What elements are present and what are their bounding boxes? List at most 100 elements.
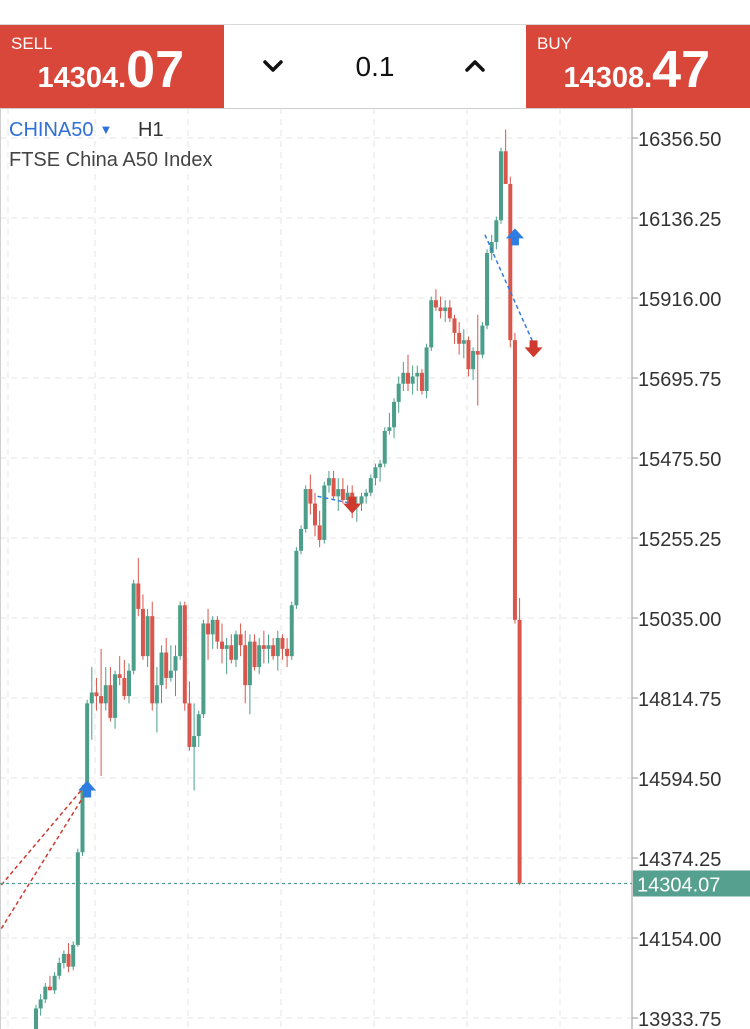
candle-body — [419, 372, 424, 391]
candle-body — [178, 605, 183, 657]
candle-body — [271, 645, 276, 657]
candle-body — [80, 788, 85, 853]
candle-body — [140, 608, 145, 657]
candle-body — [424, 347, 429, 391]
candle-body — [201, 623, 206, 715]
y-tick-label: 14154.00 — [638, 929, 721, 951]
quantity-value[interactable]: 0.1 — [355, 51, 395, 82]
candle-body — [378, 463, 383, 468]
y-tick-label: 14594.50 — [638, 769, 721, 791]
symbol-selector[interactable]: CHINA50 ▼ — [9, 119, 112, 142]
candle-body — [447, 307, 452, 319]
candle-body — [517, 619, 522, 884]
y-tick-label: 13933.75 — [638, 1009, 721, 1029]
triangle-down-icon: ▼ — [99, 122, 113, 137]
buy-trade-arrow-icon — [505, 228, 524, 246]
candle-body — [150, 616, 155, 704]
candle-body — [43, 986, 48, 1000]
candle-body — [75, 852, 80, 945]
candle-body — [415, 372, 420, 377]
candle-body — [159, 652, 164, 686]
candle-body — [47, 986, 52, 991]
candle-body — [66, 953, 71, 967]
candle-body — [452, 318, 457, 333]
candle-body — [308, 489, 313, 504]
status-bar-area — [0, 0, 750, 25]
candle-body — [57, 963, 62, 976]
candle-body — [220, 641, 224, 649]
candle-body — [117, 674, 122, 678]
candle-body — [113, 674, 118, 718]
candle-body — [345, 492, 350, 500]
candle-body — [168, 670, 173, 678]
candle-body — [373, 467, 378, 479]
candle-body — [136, 583, 141, 609]
candle-body — [233, 634, 238, 660]
candle-body — [475, 351, 480, 355]
candle-body — [285, 648, 290, 657]
candle-body — [294, 550, 299, 606]
buy-price-main: 14308. — [563, 62, 653, 94]
candle-body — [457, 332, 462, 344]
candle-body — [322, 485, 327, 540]
candle-body — [336, 489, 341, 497]
symbol-name: CHINA50 — [9, 119, 94, 141]
candle-body — [145, 616, 150, 657]
current-price-label: 14304.07 — [637, 874, 720, 896]
candle-body — [275, 637, 280, 657]
candle-body — [429, 300, 434, 348]
candle-body — [210, 619, 215, 635]
candle-body — [71, 944, 76, 967]
buy-button[interactable]: BUY 14308.47 — [526, 25, 750, 108]
y-tick-label: 15035.00 — [638, 609, 721, 631]
candle-body — [494, 220, 499, 243]
candle-body — [229, 645, 234, 660]
candle-body — [243, 645, 248, 686]
y-tick-label: 14374.25 — [638, 849, 721, 871]
candle-body — [280, 637, 285, 649]
trade-connector-line — [317, 495, 353, 505]
candle-body — [485, 252, 490, 326]
sell-trade-arrow-icon — [343, 496, 362, 514]
sell-button[interactable]: SELL 14304.07 — [0, 25, 224, 108]
candle-body — [238, 634, 243, 646]
candle-body — [52, 975, 57, 991]
y-tick-label: 16136.25 — [638, 209, 721, 231]
candle-body — [289, 605, 294, 657]
trade-connector-line — [0, 782, 88, 886]
buy-trade-arrow-icon — [78, 780, 97, 798]
candle-body — [303, 489, 308, 530]
y-tick-label: 16356.50 — [638, 129, 721, 151]
buy-price-pips: 47 — [652, 41, 710, 99]
candle-body — [368, 478, 373, 493]
current-price-tag — [633, 870, 750, 897]
price-chart[interactable]: 16356.50 16136.25 15916.00 15695.75 15475.50… — [0, 108, 750, 1029]
candle-body — [34, 1008, 38, 1029]
candle-body — [247, 641, 252, 686]
candle-body — [164, 652, 169, 678]
increase-quantity-button[interactable] — [458, 45, 492, 85]
sell-price-main: 14304. — [37, 62, 127, 94]
chart-canvas[interactable]: 16356.50 16136.25 15916.00 15695.75 15475.50… — [0, 108, 750, 1029]
candle-body — [154, 685, 159, 704]
y-tick-label: 15255.25 — [638, 529, 721, 551]
sell-trade-arrow-icon — [524, 340, 543, 358]
trade-connector-line — [484, 234, 535, 345]
candle-body — [489, 242, 494, 253]
instrument-description: FTSE China A50 Index — [9, 149, 213, 171]
candle-body — [196, 714, 201, 737]
sell-price: 14304.07 — [37, 40, 184, 100]
candle-body — [127, 670, 131, 697]
decrease-quantity-button[interactable] — [256, 45, 290, 85]
timeframe-selector[interactable]: H1 — [138, 119, 164, 141]
candle-body — [359, 496, 364, 504]
sell-price-pips: 07 — [126, 41, 184, 99]
candle-body — [122, 677, 127, 697]
y-tick-label: 15475.50 — [638, 449, 721, 471]
candle-body — [512, 340, 517, 620]
candle-body — [331, 478, 336, 497]
sell-label: SELL — [11, 34, 53, 53]
y-tick-label: 14814.75 — [638, 689, 721, 711]
candle-body — [299, 529, 304, 551]
y-tick-label: 15695.75 — [638, 369, 721, 391]
